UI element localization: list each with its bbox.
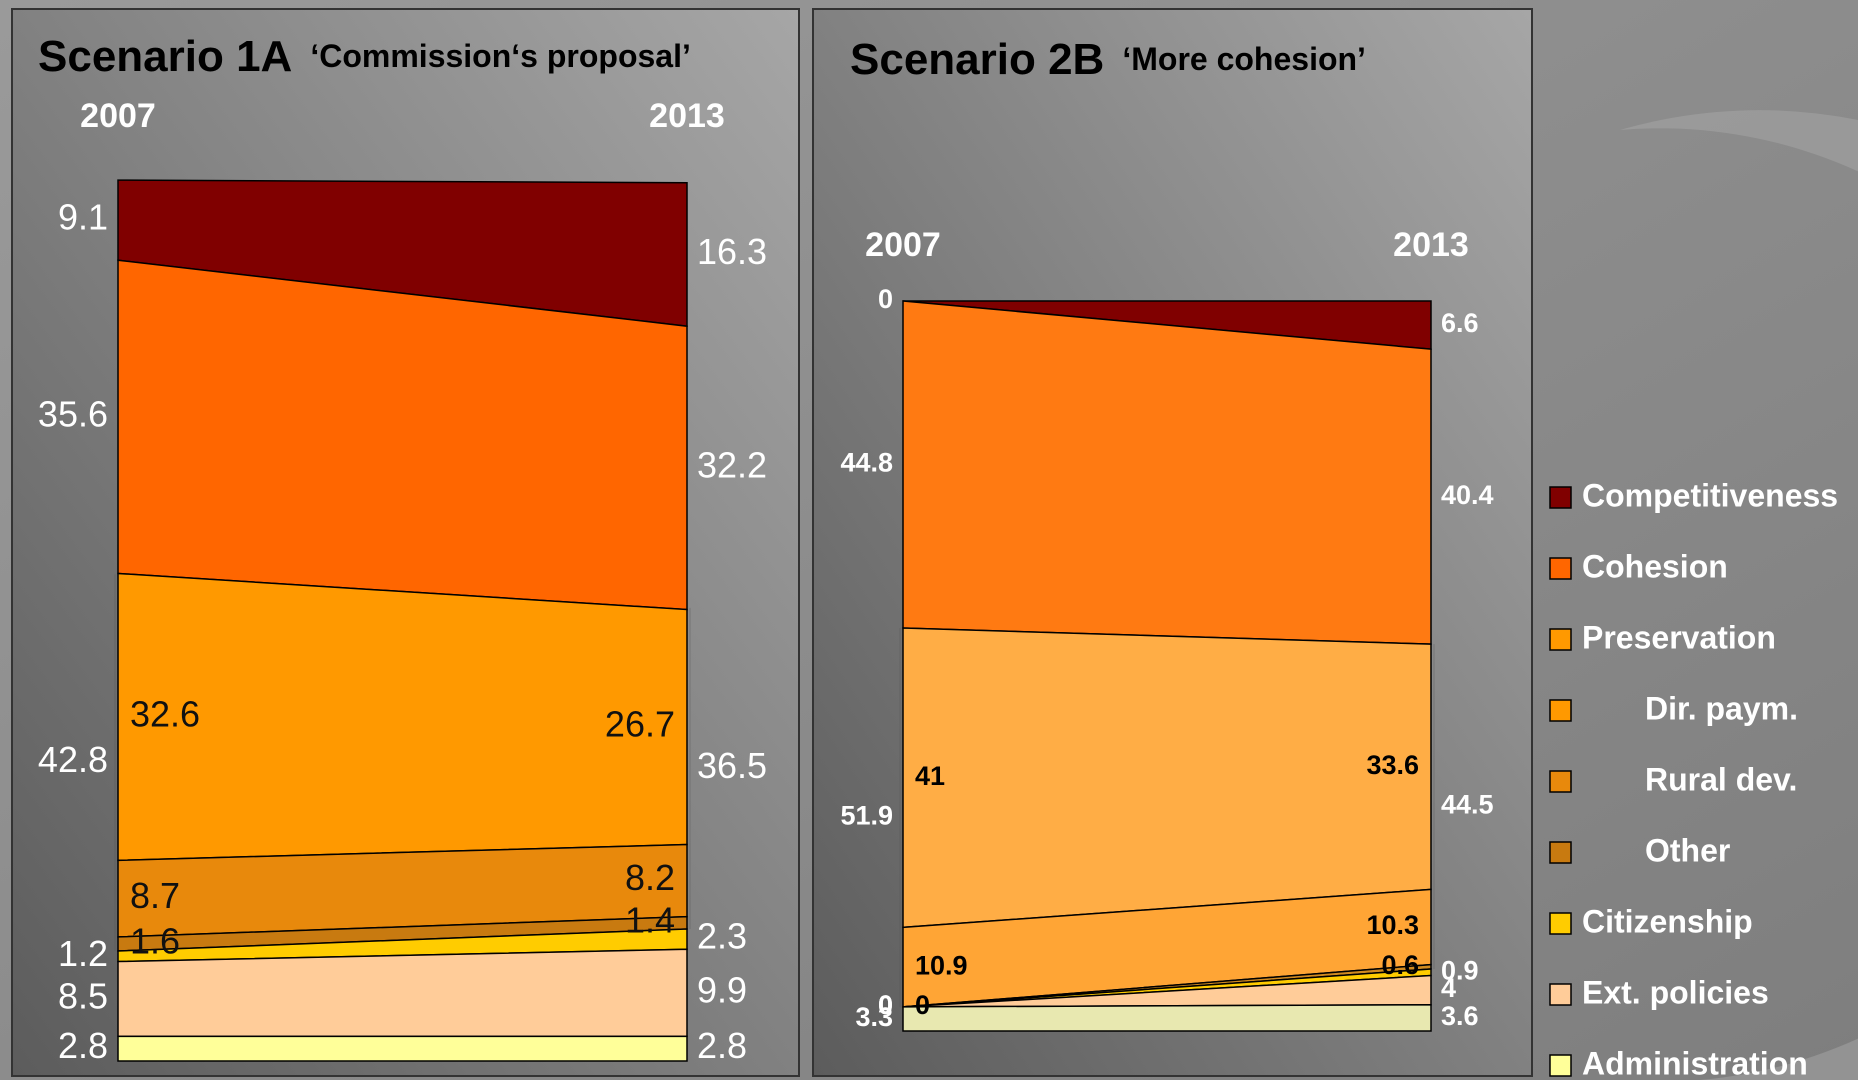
- legend-swatch: [1549, 699, 1572, 722]
- data-label: 33.6: [1366, 750, 1419, 780]
- data-label: 44.8: [840, 448, 893, 478]
- data-label: 3.6: [1441, 1001, 1479, 1031]
- data-label: 8.2: [625, 857, 675, 898]
- legend-label: Preservation: [1582, 619, 1776, 655]
- data-label: 10.9: [915, 950, 968, 980]
- title: Scenario 1A: [38, 32, 292, 81]
- x-label: 2013: [1393, 226, 1469, 264]
- data-label: 3.3: [855, 1002, 893, 1032]
- data-label: 0.9: [1441, 955, 1479, 985]
- legend-label: Administration: [1582, 1045, 1808, 1080]
- data-label: 26.7: [605, 704, 675, 745]
- legend-swatch: [1549, 1054, 1572, 1077]
- title: Scenario 2B: [850, 35, 1104, 84]
- data-label: 32.2: [697, 444, 767, 485]
- subtitle: ‘More cohesion’: [1122, 41, 1366, 77]
- data-label: 0: [878, 990, 893, 1020]
- data-label: 10.3: [1366, 910, 1419, 940]
- data-label: 42.8: [38, 739, 108, 780]
- legend-swatch: [1549, 628, 1572, 651]
- data-label: 35.6: [38, 393, 108, 434]
- data-label: 1.6: [130, 920, 180, 961]
- data-label: 8.5: [58, 975, 108, 1016]
- data-label: 8.7: [130, 875, 180, 916]
- area: [902, 627, 1432, 929]
- x-label: 2007: [865, 226, 941, 264]
- data-label: 2.8: [58, 1025, 108, 1066]
- chart-title: Scenario 2B ‘More cohesion’: [850, 35, 1366, 84]
- area: [902, 1003, 1432, 1032]
- legend-swatch: [1549, 486, 1572, 509]
- data-label: 0.6: [1381, 950, 1419, 980]
- data-label: 0: [878, 284, 893, 314]
- area: [902, 300, 1432, 645]
- data-label: 1.2: [58, 933, 108, 974]
- chart-title: Scenario 1A ‘Commission‘s proposal’: [38, 32, 691, 81]
- data-label: 1.4: [625, 899, 675, 940]
- data-label: 2.3: [697, 916, 747, 957]
- data-label: 41: [915, 761, 945, 791]
- legend-label: Rural dev.: [1645, 761, 1797, 797]
- data-label: 16.3: [697, 231, 767, 272]
- legend-swatch: [1549, 770, 1572, 793]
- data-label: 40.4: [1441, 480, 1494, 510]
- legend-swatch: [1549, 841, 1572, 864]
- legend-label: Other: [1645, 832, 1730, 868]
- data-label: 6.6: [1441, 308, 1479, 338]
- legend-swatch: [1549, 983, 1572, 1006]
- subtitle: ‘Commission‘s proposal’: [310, 38, 691, 74]
- legend-label: Ext. policies: [1582, 974, 1769, 1010]
- data-label: 2.8: [697, 1025, 747, 1066]
- x-label: 2013: [649, 97, 725, 135]
- area: [117, 1035, 688, 1062]
- legend-label: Cohesion: [1582, 548, 1728, 584]
- data-label: 44.5: [1441, 790, 1494, 820]
- area: [117, 948, 688, 1038]
- data-label: 0: [878, 990, 893, 1020]
- data-label: 36.5: [697, 745, 767, 786]
- legend-label: Citizenship: [1582, 903, 1753, 939]
- data-label: 9.1: [58, 197, 108, 238]
- legend-label: Competitiveness: [1582, 477, 1838, 513]
- legend-swatch: [1549, 912, 1572, 935]
- legend-label: Dir. paym.: [1645, 690, 1798, 726]
- data-label: 32.6: [130, 693, 200, 734]
- data-label: 0: [915, 990, 930, 1020]
- x-label: 2007: [80, 97, 156, 135]
- data-label: 4: [1441, 973, 1456, 1003]
- data-label: 51.9: [840, 801, 893, 831]
- data-label: 9.9: [697, 969, 747, 1010]
- legend-swatch: [1549, 557, 1572, 580]
- area: [117, 572, 688, 862]
